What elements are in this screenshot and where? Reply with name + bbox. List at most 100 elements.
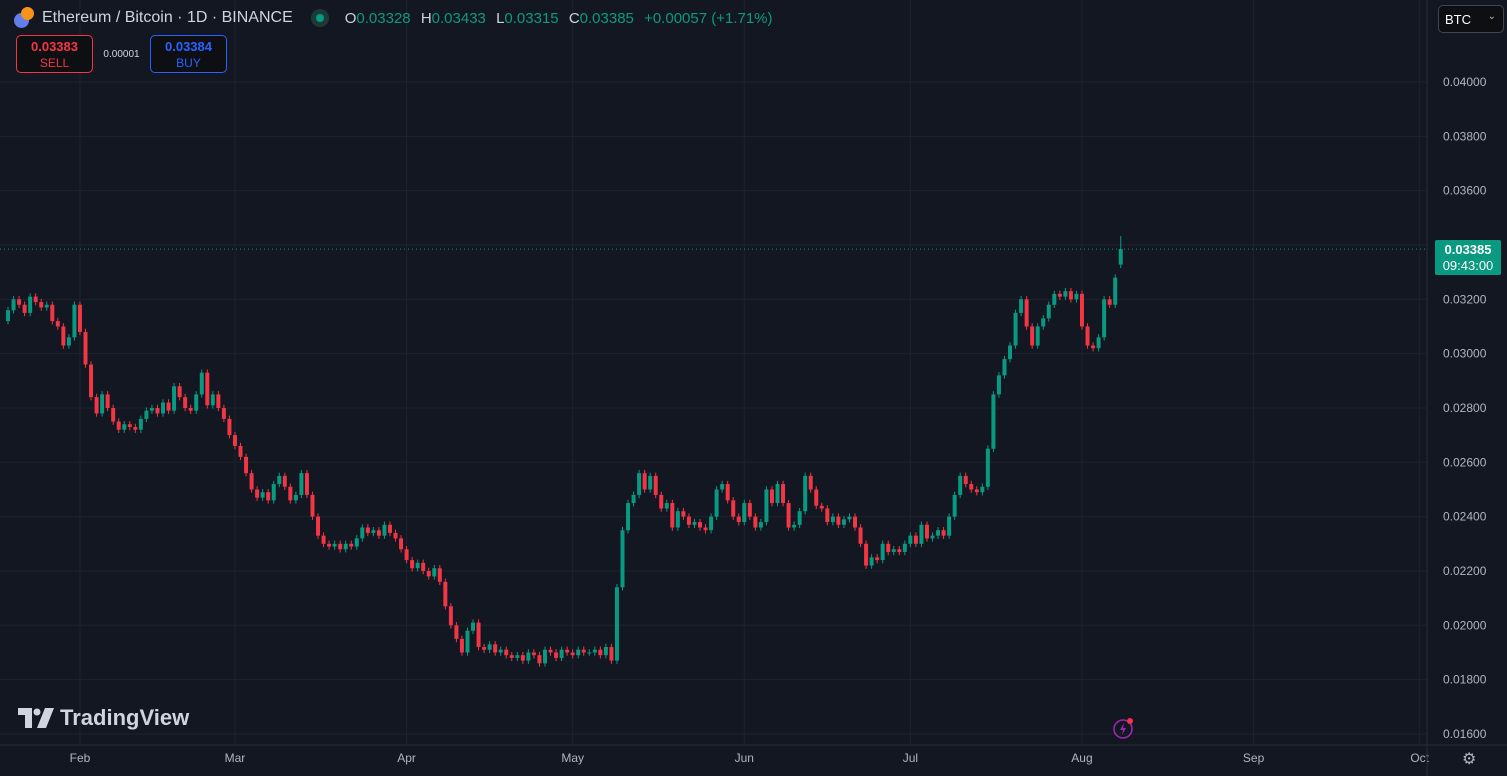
candle-body: [581, 649, 586, 653]
settings-gear-icon[interactable]: ⚙: [1462, 751, 1477, 768]
candle-body: [709, 516, 714, 531]
candle-body: [138, 418, 143, 430]
candle-body: [985, 448, 990, 487]
candle-body: [880, 543, 885, 561]
candle-body: [249, 473, 254, 490]
candle-body: [886, 543, 891, 552]
candle-body: [847, 516, 852, 520]
candle-body: [598, 649, 603, 656]
candle-body: [1035, 326, 1040, 346]
candle-body: [537, 655, 542, 664]
candle-body: [255, 489, 260, 498]
x-tick-label: Mar: [225, 751, 246, 765]
candle-body: [659, 494, 664, 509]
candle-body: [327, 543, 332, 547]
candle-body: [742, 503, 747, 523]
tradingview-logo[interactable]: TradingView: [18, 705, 189, 731]
candle-body: [299, 473, 304, 495]
candle-body: [304, 473, 309, 495]
candle-body: [432, 568, 437, 577]
candle-body: [1024, 299, 1029, 327]
candle-body: [421, 562, 426, 571]
candle-body: [17, 299, 22, 305]
candle-body: [89, 364, 94, 398]
candle-body: [282, 475, 287, 487]
candle-body: [376, 530, 381, 536]
candle-body: [332, 543, 337, 547]
symbol-title[interactable]: Ethereum / Bitcoin · 1D · BINANCE: [42, 9, 293, 26]
candle-body: [205, 372, 210, 406]
currency-select[interactable]: BTC ⌄: [1438, 5, 1504, 33]
buy-button[interactable]: 0.03384 BUY: [150, 35, 227, 73]
candle-body: [371, 530, 376, 533]
candle-body: [670, 503, 675, 528]
candle-body: [725, 484, 730, 501]
candle-body: [498, 649, 503, 653]
sell-button[interactable]: 0.03383 SELL: [16, 35, 93, 73]
tradingview-logo-icon: [18, 708, 54, 728]
candle-body: [1008, 345, 1013, 360]
candle-body: [349, 543, 354, 547]
eth-btc-icon: [14, 7, 36, 29]
candle-body: [72, 304, 77, 338]
candle-body: [482, 647, 487, 650]
candle-body: [554, 652, 559, 658]
candle-body: [177, 386, 182, 398]
candle-body: [991, 394, 996, 449]
candle-body: [675, 511, 680, 528]
candle-body: [626, 503, 631, 531]
candle-body: [864, 543, 869, 566]
candle-body: [105, 394, 110, 408]
open-value: 0.03328: [356, 9, 411, 27]
candle-body: [637, 473, 642, 495]
candle-body: [930, 535, 935, 539]
candle-body: [310, 494, 315, 517]
y-tick-label: 0.03200: [1443, 292, 1487, 306]
candle-body: [747, 503, 752, 517]
candle-body: [487, 644, 492, 650]
x-tick-label: May: [561, 751, 584, 765]
candle-body: [404, 549, 409, 561]
high-value: 0.03433: [431, 9, 486, 27]
x-tick-label: Feb: [70, 751, 91, 765]
candle-body: [603, 647, 608, 656]
candle-body: [22, 304, 27, 313]
candle-body: [720, 484, 725, 490]
y-tick-label: 0.01600: [1443, 727, 1487, 741]
candle-body: [963, 475, 968, 485]
candle-body: [526, 652, 531, 661]
x-tick-label: Jun: [735, 751, 754, 765]
candle-body: [260, 492, 265, 498]
y-tick-label: 0.03800: [1443, 129, 1487, 143]
y-tick-label: 0.02600: [1443, 455, 1487, 469]
candle-body: [731, 500, 736, 517]
candle-body: [614, 587, 619, 661]
candle-body: [77, 304, 82, 332]
candle-body: [698, 522, 702, 528]
candle-body: [1068, 291, 1073, 300]
candle-body: [155, 407, 160, 414]
candle-body: [947, 516, 952, 536]
x-tick-label: Aug: [1071, 751, 1092, 765]
candle-body: [565, 649, 570, 653]
candle-body: [216, 394, 221, 408]
candle-body: [869, 557, 874, 566]
candle-body: [166, 402, 171, 411]
candle-body: [100, 394, 105, 414]
candle-body: [836, 516, 841, 525]
candle-body: [504, 649, 509, 656]
candle-body: [161, 402, 166, 414]
lightning-icon[interactable]: [1112, 716, 1136, 740]
change-value: +0.00057 (+1.71%): [644, 9, 773, 27]
candle-body: [875, 557, 880, 561]
candle-body: [576, 649, 581, 656]
spread-value: 0.00001: [103, 48, 140, 60]
market-open-dot-icon[interactable]: [310, 9, 329, 27]
candle-body: [1085, 326, 1090, 346]
candle-body: [1057, 293, 1062, 297]
candle-body: [714, 489, 719, 517]
candle-body: [631, 494, 636, 504]
candle-body: [94, 397, 99, 414]
y-tick-label: 0.02800: [1443, 401, 1487, 415]
